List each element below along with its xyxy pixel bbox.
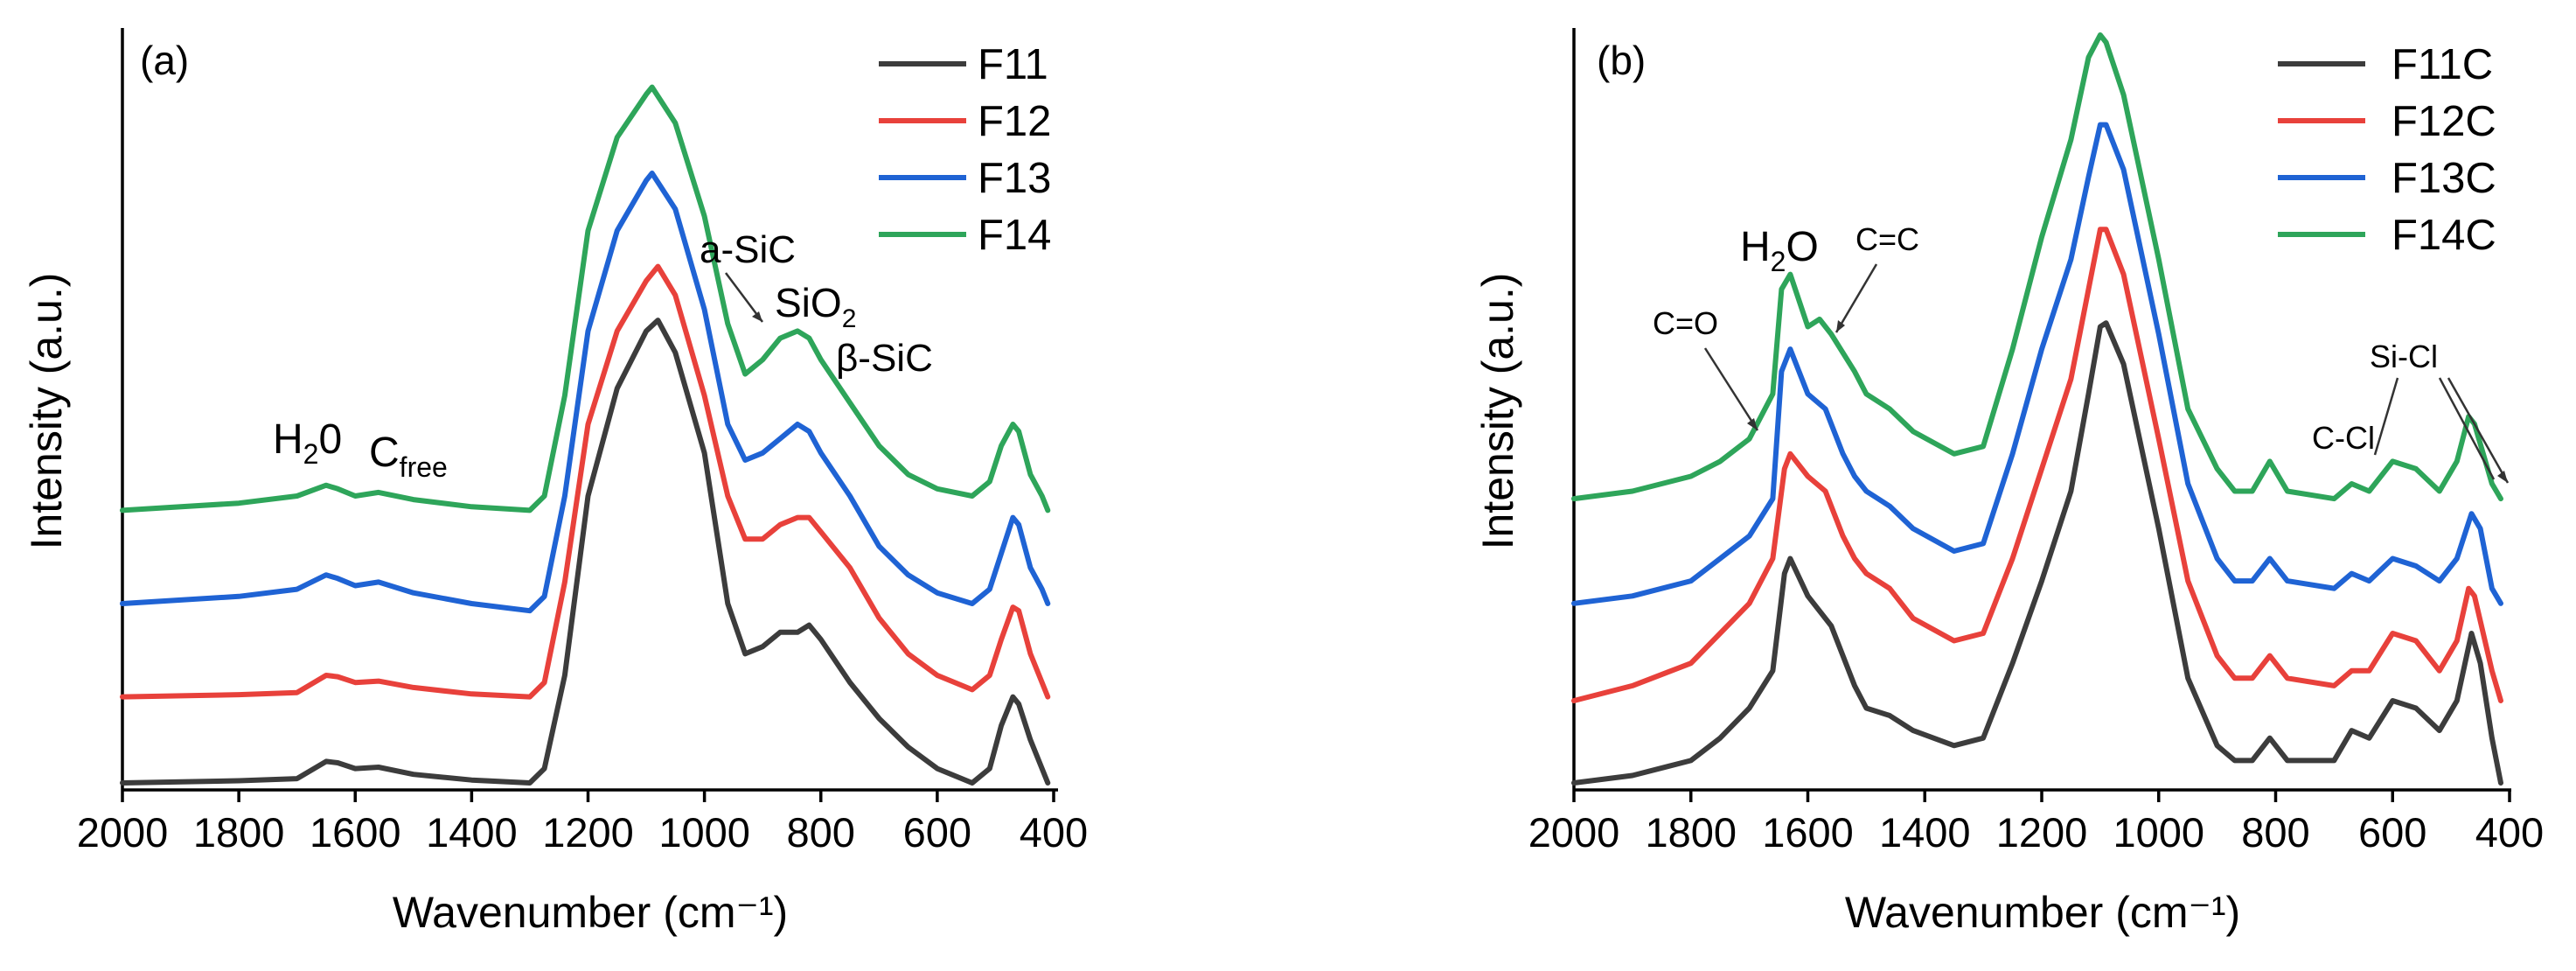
legend-label-f13: F13 (978, 155, 1051, 202)
arrowhead-a-sic (752, 311, 762, 322)
chart-panel-a: (a) 2000 1800 1600 1400 1200 1000 800 600 400 In… (22, 28, 1088, 937)
legend-a: F11 F12 F13 F14 (879, 41, 1051, 259)
panel-label-b: (b) (1597, 38, 1646, 83)
arrowhead-c-c (1836, 320, 1845, 332)
series-line-f14c (1571, 32, 2503, 502)
arrowhead-si-cl (2497, 471, 2508, 483)
x-tick-label: 1600 (1762, 809, 1854, 856)
x-tick-label: 1400 (1879, 809, 1971, 856)
x-tick-label: 1800 (193, 809, 285, 856)
legend-label-f13c: F13C (2392, 155, 2496, 202)
annotation-c-c: C=C (1855, 221, 1919, 257)
arrow-si-cl-3 (2447, 377, 2510, 484)
y-axis-title-a: Intensity (a.u.) (22, 273, 71, 550)
legend-label-f14c: F14C (2392, 212, 2496, 259)
x-ticks-a: 2000 1800 1600 1400 1200 1000 800 600 400 (77, 790, 1088, 856)
x-tick-label: 1600 (310, 809, 401, 856)
x-axis-title-b: Wavenumber (cm⁻¹) (1845, 888, 2240, 937)
series-line-f11c (1571, 320, 2503, 786)
arrowhead-c-o (1747, 418, 1758, 430)
series-group-a (120, 84, 1051, 786)
series-line-f12c (1571, 227, 2503, 703)
series-group-b (1571, 32, 2503, 786)
x-tick-label: 1000 (658, 809, 750, 856)
x-tick-label: 1200 (1996, 809, 2088, 856)
x-tick-label: 2000 (1528, 809, 1620, 856)
annotation-a-sic: a-SiC (700, 228, 796, 271)
x-tick-label: 400 (1020, 809, 1088, 856)
panel-label-a: (a) (140, 38, 189, 83)
series-line-f13c (1571, 122, 2503, 606)
annotation-si-cl: Si-Cl (2370, 339, 2438, 374)
series-line-f12 (120, 263, 1051, 700)
series-line-f14 (120, 84, 1051, 513)
x-tick-label: 2000 (77, 809, 169, 856)
legend-label-f14: F14 (978, 212, 1051, 259)
legend-label-f12c: F12C (2392, 98, 2496, 145)
annotation-h2o-a: H20 (273, 416, 342, 470)
x-tick-label: 600 (903, 809, 971, 856)
x-ticks-b: 2000 1800 1600 1400 1200 1000 800 600 400 (1528, 790, 2544, 856)
annotation-c-o: C=O (1653, 305, 1718, 341)
arrow-si-cl-1 (2373, 377, 2399, 456)
x-tick-label: 1200 (542, 809, 634, 856)
x-tick-label: 600 (2358, 809, 2426, 856)
annotation-beta-sic: β-SiC (836, 337, 933, 380)
arrow-c-o (1703, 347, 1759, 431)
annotation-cfree: Cfree (369, 430, 448, 483)
annotation-c-cl: C-Cl (2312, 420, 2375, 456)
x-axis-title-a: Wavenumber (cm⁻¹) (393, 888, 788, 937)
arrow-c-c (1835, 263, 1878, 333)
x-tick-label: 800 (2241, 809, 2309, 856)
x-tick-label: 1000 (2113, 809, 2204, 856)
series-line-f11 (120, 318, 1051, 786)
x-tick-label: 800 (787, 809, 855, 856)
annotation-sio2: SiO2 (775, 280, 856, 333)
legend-b: F11C F12C F13C F14C (2278, 41, 2496, 259)
legend-label-f11c: F11C (2392, 41, 2493, 88)
annotation-h2o-b: H2O (1740, 224, 1819, 277)
x-tick-label: 1400 (426, 809, 518, 856)
x-tick-label: 400 (2475, 809, 2544, 856)
legend-label-f12: F12 (978, 98, 1051, 145)
x-tick-label: 1800 (1645, 809, 1737, 856)
series-line-f13 (120, 171, 1051, 614)
arrow-si-cl-2 (2438, 377, 2496, 480)
legend-label-f11: F11 (978, 41, 1048, 88)
chart-panel-b: (b) 2000 1800 1600 1400 1200 1000 800 600 400 In… (1473, 28, 2544, 937)
y-axis-title-b: Intensity (a.u.) (1473, 273, 1522, 550)
